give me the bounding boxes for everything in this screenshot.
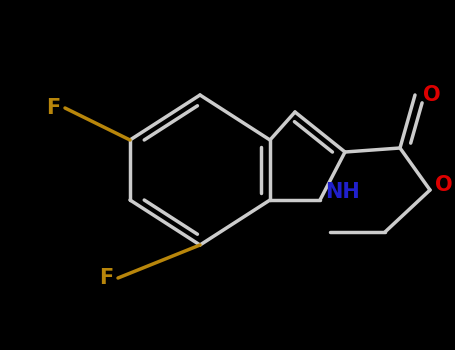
Text: O: O [423,85,440,105]
Text: F: F [46,98,60,118]
Text: O: O [435,175,453,195]
Text: NH: NH [325,182,360,202]
Text: F: F [99,268,113,288]
